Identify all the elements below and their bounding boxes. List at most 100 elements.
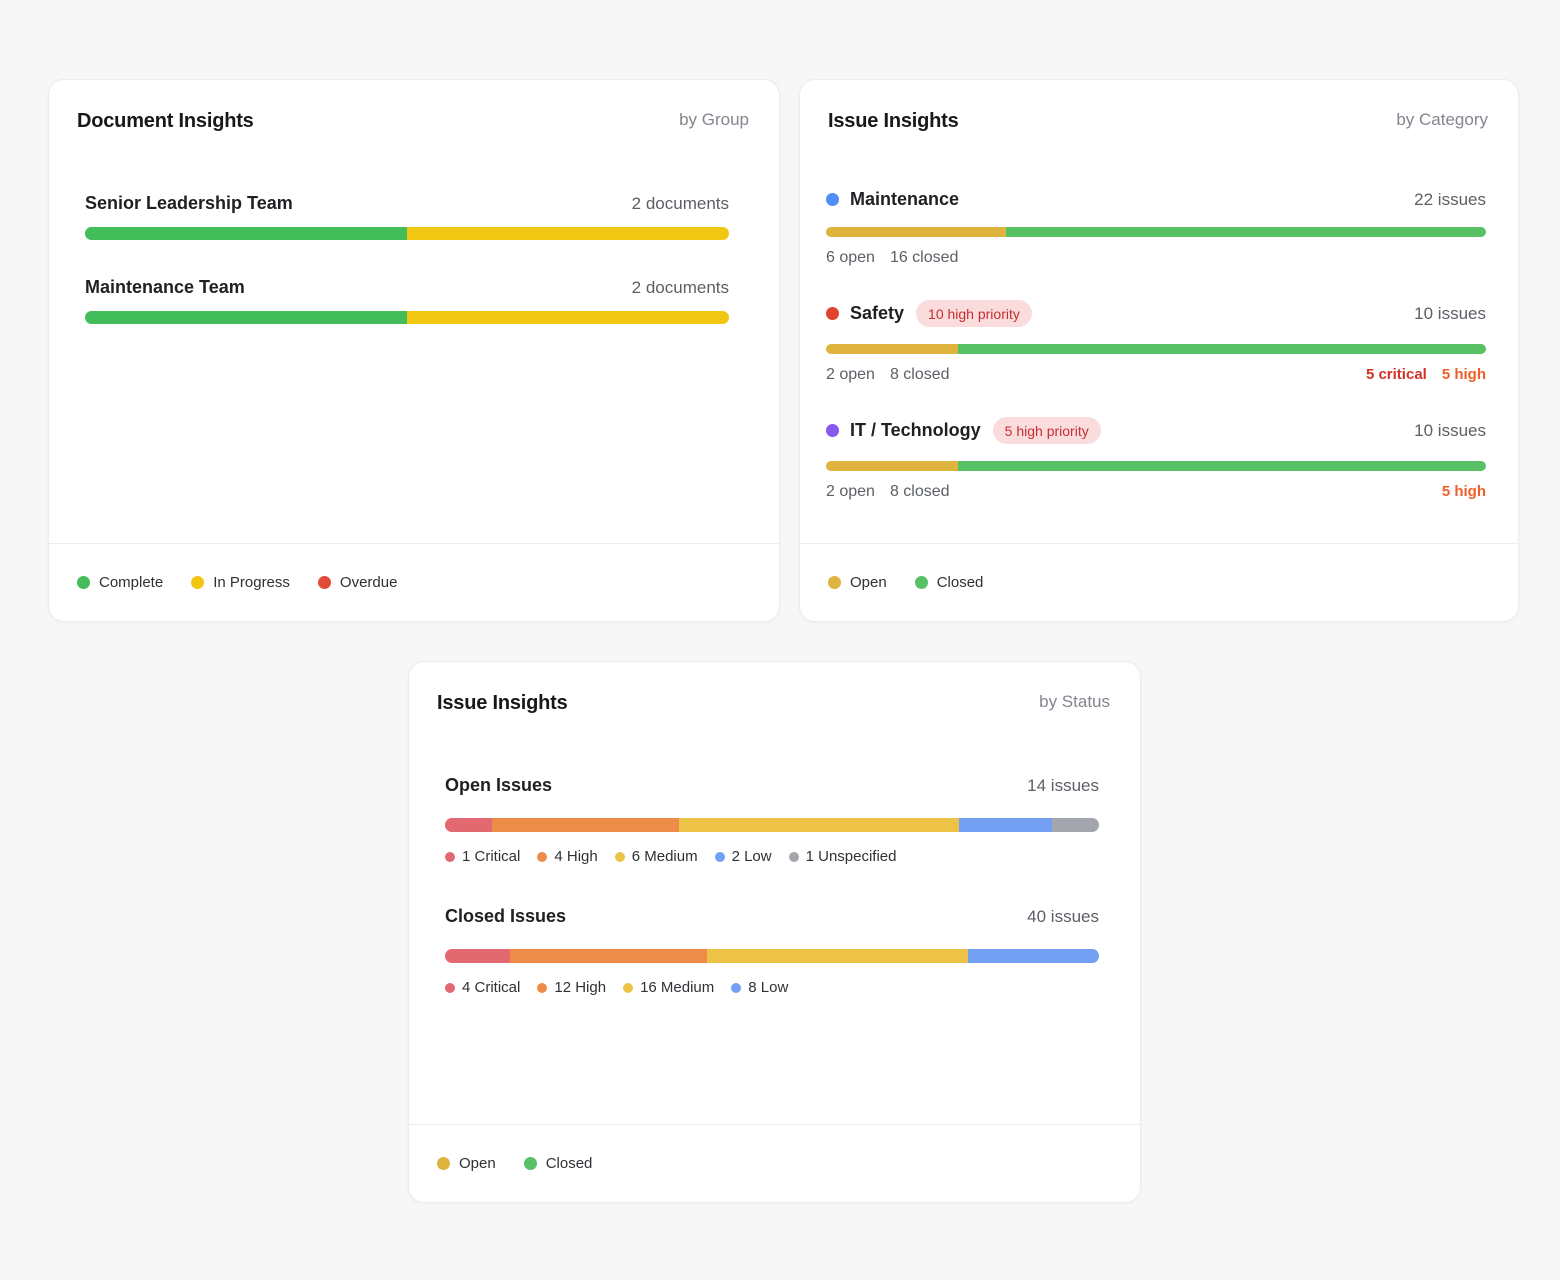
- legend-item: 4 High: [537, 848, 598, 865]
- issue-progress-bar: [826, 227, 1486, 237]
- legend-dot: [623, 982, 634, 993]
- open-issues-section: Open Issues 14 issues 1 Critical 4 High 6 …: [445, 775, 1099, 865]
- open-count-label: 2 open: [826, 483, 875, 500]
- bar-segment: [958, 461, 1486, 471]
- legend-dot: [828, 576, 841, 589]
- closed-count-label: 8 closed: [889, 483, 950, 500]
- legend-label: Overdue: [339, 574, 398, 591]
- legend-dot: [788, 851, 799, 862]
- severity-legend: 1 Critical 4 High 6 Medium 2 Low 1 Unspecifi…: [445, 848, 1099, 865]
- card-body: Senior Leadership Team 2 documents Maint…: [85, 193, 729, 324]
- bar-segment: [968, 949, 1099, 963]
- document-group-row: Senior Leadership Team 2 documents: [85, 193, 729, 240]
- card-subtitle: by Category: [1396, 110, 1488, 129]
- section-label: Open Issues: [445, 775, 553, 795]
- open-count-label: 6 open: [826, 249, 875, 266]
- document-count: 2 documents: [631, 194, 729, 213]
- issue-insights-status-card: Issue Insights by Status Open Issues 14 …: [408, 661, 1141, 1203]
- card-title: Document Insights: [77, 110, 254, 132]
- high-count-label: 5 high: [1441, 483, 1486, 500]
- legend-item: 1 Critical: [445, 848, 520, 865]
- card-title: Issue Insights: [828, 110, 959, 132]
- legend-item: 2 Low: [714, 848, 772, 865]
- bar-segment: [510, 949, 707, 963]
- legend-item: 16 Medium: [623, 979, 714, 996]
- legend-label: 2 Low: [731, 848, 772, 865]
- legend-item: 6 Medium: [614, 848, 698, 865]
- category-label: Safety: [850, 303, 905, 323]
- legend-item: Complete: [77, 574, 163, 591]
- bar-segment: [1005, 227, 1486, 237]
- legend-label: 1 Critical: [462, 848, 521, 865]
- card-body: Maintenance 22 issues 6 open 16 closed S…: [826, 189, 1486, 501]
- card-title: Issue Insights: [437, 692, 568, 714]
- legend-label: Open: [459, 1155, 496, 1172]
- bar-segment: [706, 949, 969, 963]
- bar-segment: [491, 818, 679, 832]
- bar-segment: [445, 949, 511, 963]
- card-legend-footer: Open Closed: [409, 1124, 1140, 1202]
- legend-label: Closed: [936, 574, 984, 591]
- card-header: Document Insights by Group: [49, 80, 779, 133]
- group-label: Maintenance Team: [85, 277, 245, 297]
- high-count-label: 5 high: [1441, 366, 1486, 383]
- bar-segment: [958, 818, 1053, 832]
- legend-item: Open: [437, 1155, 496, 1172]
- severity-legend: 4 Critical 12 High 16 Medium 8 Low: [445, 979, 1099, 996]
- legend-dot: [537, 851, 548, 862]
- bar-segment: [826, 461, 958, 471]
- legend-dot: [445, 851, 455, 862]
- legend-item: Open: [828, 574, 887, 591]
- bar-segment: [826, 227, 1006, 237]
- critical-count-label: 5 critical: [1365, 366, 1427, 383]
- legend-item: Overdue: [317, 574, 398, 591]
- bar-segment: [958, 344, 1486, 354]
- legend-item: 4 Critical: [445, 979, 520, 996]
- bar-segment: [1052, 818, 1099, 832]
- legend-label: 12 High: [554, 979, 607, 996]
- bar-segment: [407, 311, 729, 324]
- category-label: IT / Technology: [850, 420, 981, 440]
- issue-count: 10 issues: [1414, 420, 1486, 440]
- bar-segment: [85, 227, 407, 240]
- card-header: Issue Insights by Category: [800, 80, 1518, 133]
- document-group-row: Maintenance Team 2 documents: [85, 277, 729, 324]
- legend-dot: [537, 982, 548, 993]
- document-count: 2 documents: [631, 278, 729, 297]
- severity-stacked-bar: [445, 949, 1099, 963]
- legend-dot: [445, 982, 455, 993]
- card-subtitle: by Status: [1039, 692, 1110, 711]
- legend-dot: [191, 576, 205, 589]
- legend-label: 16 Medium: [640, 979, 715, 996]
- legend-dot: [317, 576, 331, 589]
- issue-count: 10 issues: [1414, 303, 1486, 323]
- legend-dot: [731, 982, 742, 993]
- legend-label: 4 High: [554, 848, 598, 865]
- bar-segment: [407, 227, 729, 240]
- category-row-maintenance: Maintenance 22 issues 6 open 16 closed: [826, 189, 1486, 267]
- bar-segment: [826, 344, 958, 354]
- legend-label: Open: [850, 574, 887, 591]
- legend-label: Complete: [99, 574, 164, 591]
- card-legend-footer: Complete In Progress Overdue: [49, 543, 779, 621]
- issue-progress-bar: [826, 344, 1486, 354]
- legend-dot: [523, 1157, 537, 1170]
- issue-count: 40 issues: [1027, 907, 1099, 926]
- category-dot: [826, 424, 839, 437]
- legend-dot: [714, 851, 725, 862]
- category-label: Maintenance: [850, 189, 960, 209]
- bar-segment: [445, 818, 492, 832]
- legend-dot: [914, 576, 928, 589]
- section-label: Closed Issues: [445, 906, 567, 926]
- legend-dot: [77, 576, 90, 589]
- legend-dot: [614, 851, 625, 862]
- legend-label: In Progress: [213, 574, 290, 591]
- issue-insights-category-card: Issue Insights by Category Maintenance 2…: [799, 79, 1519, 622]
- bar-segment: [678, 818, 959, 832]
- legend-item: In Progress: [191, 574, 290, 591]
- category-dot: [826, 307, 839, 320]
- card-legend-footer: Open Closed: [800, 543, 1518, 621]
- issue-count: 22 issues: [1414, 189, 1486, 209]
- legend-item: 8 Low: [731, 979, 788, 996]
- bar-segment: [85, 311, 407, 324]
